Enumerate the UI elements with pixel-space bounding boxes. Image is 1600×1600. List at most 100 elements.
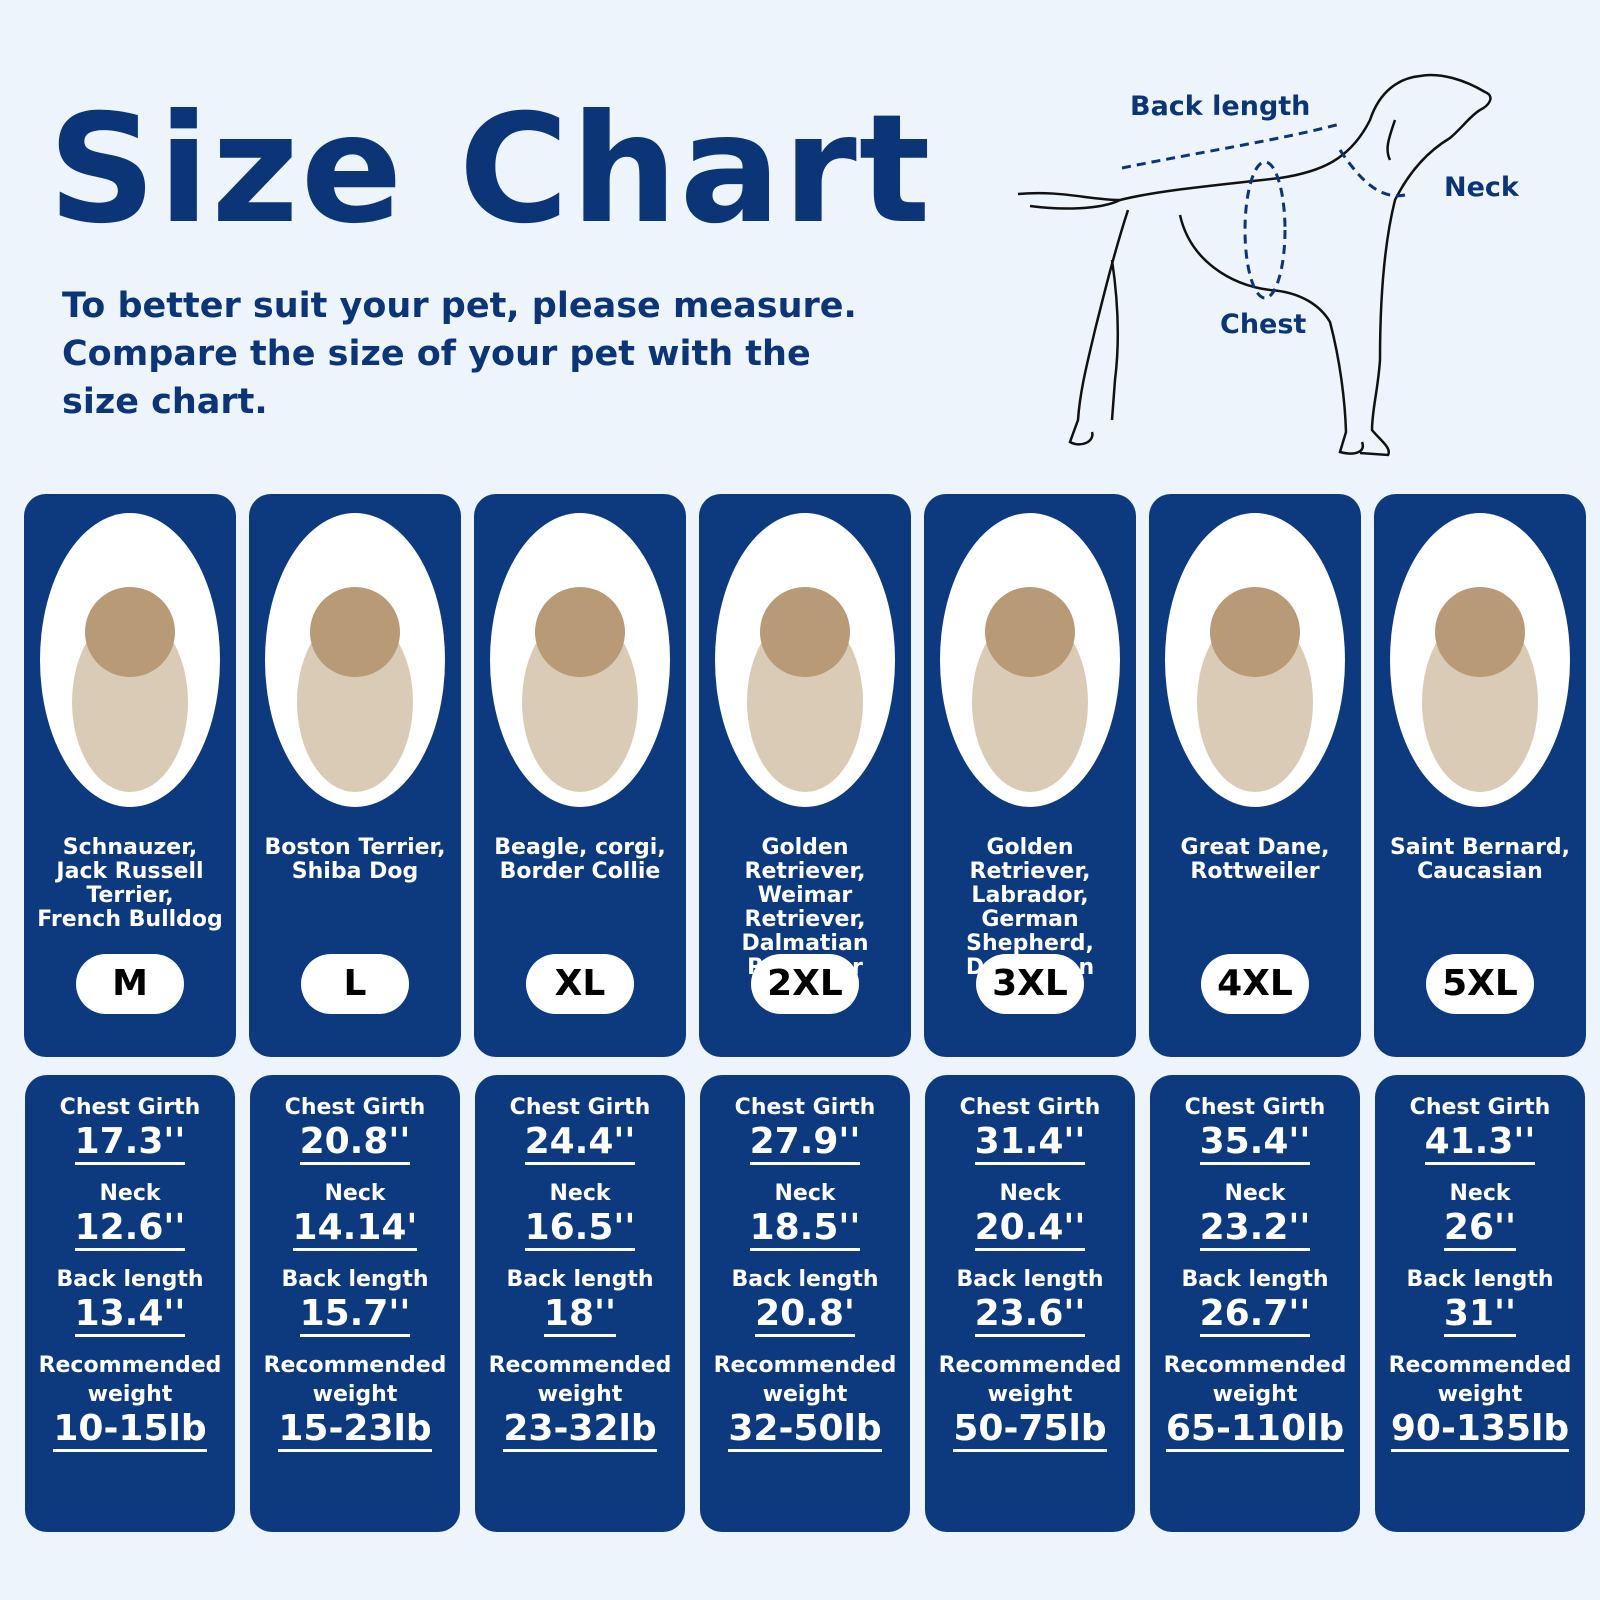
breeds: Schnauzer, Jack Russell Terrier, French Bul… — [24, 836, 236, 932]
measure-card: Chest Girth 41.3'' Neck 26'' Back length 31''… — [1375, 1075, 1585, 1532]
size-card: Beagle, corgi, Border Collie XL — [474, 494, 686, 1057]
measure-value: 16.5'' — [524, 1208, 636, 1251]
measure-value: 20.8' — [755, 1294, 855, 1337]
measure-value: 18.5'' — [749, 1208, 861, 1251]
measure-value: 20.4'' — [974, 1208, 1086, 1251]
breed-line: Schnauzer, — [62, 835, 198, 860]
measure-label: Recommended weight — [38, 1353, 222, 1407]
dog-photo — [1390, 513, 1570, 807]
breed-line: Caucasian — [1417, 859, 1543, 884]
measure-label: Recommended weight — [713, 1353, 897, 1407]
measure-value: 35.4'' — [1199, 1122, 1311, 1165]
description: To better suit your pet, please measure.… — [62, 282, 857, 426]
measure-label: Back length — [956, 1267, 1104, 1292]
measure-value: 15.7'' — [299, 1294, 411, 1337]
neck-label: Neck — [1444, 172, 1520, 203]
breed-line: Weimar Retriever, — [744, 883, 866, 932]
size-card: Boston Terrier, Shiba Dog L — [249, 494, 461, 1057]
breed-line: Shiba Dog — [291, 859, 419, 884]
breeds: Boston Terrier, Shiba Dog — [249, 836, 461, 884]
measure-value: 23.6'' — [974, 1294, 1086, 1337]
breed-line: Dalmatian — [741, 931, 869, 956]
measure-label: Recommended weight — [938, 1353, 1122, 1407]
measure-value: 31.4'' — [974, 1122, 1086, 1165]
breed-line: Terrier, — [86, 883, 174, 908]
breed-line: French Bulldog — [37, 907, 223, 932]
breed-line: Boston Terrier, — [264, 835, 446, 860]
measure-label: Back length — [1406, 1267, 1554, 1292]
size-badge: M — [76, 954, 184, 1014]
measure-value: 41.3'' — [1424, 1122, 1536, 1165]
measure-value: 12.6'' — [74, 1208, 186, 1251]
dog-outline — [1017, 73, 1492, 457]
breed-line: Great Dane, — [1180, 835, 1330, 860]
breeds: Saint Bernard, Caucasian — [1374, 836, 1586, 884]
measure-label: Back length — [281, 1267, 429, 1292]
breed-line: Beagle, corgi, — [494, 835, 666, 860]
measure-card: Chest Girth 31.4'' Neck 20.4'' Back length 23… — [925, 1075, 1135, 1532]
measure-label: Neck — [549, 1181, 611, 1206]
measure-label: Neck — [324, 1181, 386, 1206]
measure-value: 15-23lb — [278, 1409, 432, 1452]
measure-value: 23-32lb — [503, 1409, 657, 1452]
dog-photo — [40, 513, 220, 807]
size-card: Golden Retriever, Weimar Retriever, Dalmat… — [699, 494, 911, 1057]
breed-line: Border Collie — [499, 859, 661, 884]
measure-value: 50-75lb — [953, 1409, 1107, 1452]
dog-photo — [940, 513, 1120, 807]
breeds: Great Dane, Rottweiler — [1149, 836, 1361, 884]
description-line: size chart. — [62, 382, 268, 422]
measure-card: Chest Girth 20.8'' Neck 14.14' Back length 15… — [250, 1075, 460, 1532]
measure-value: 14.14' — [292, 1208, 418, 1251]
breed-line: Jack Russell — [56, 859, 204, 884]
size-badge: 2XL — [751, 954, 859, 1014]
measure-card: Chest Girth 27.9'' Neck 18.5'' Back length 20… — [700, 1075, 910, 1532]
measure-label: Chest Girth — [1184, 1095, 1326, 1120]
measure-value: 17.3'' — [74, 1122, 186, 1165]
size-badge: XL — [526, 954, 634, 1014]
measure-value: 26.7'' — [1199, 1294, 1311, 1337]
measure-label: Neck — [99, 1181, 161, 1206]
breed-line: Golden Retriever, — [969, 835, 1091, 884]
measure-label: Neck — [774, 1181, 836, 1206]
measure-label: Chest Girth — [734, 1095, 876, 1120]
measure-value: 90-135lb — [1390, 1409, 1570, 1452]
breeds: Beagle, corgi, Border Collie — [474, 836, 686, 884]
measure-label: Neck — [999, 1181, 1061, 1206]
measure-label: Neck — [1224, 1181, 1286, 1206]
dog-photo — [265, 513, 445, 807]
measure-label: Back length — [731, 1267, 879, 1292]
measure-label: Chest Girth — [959, 1095, 1101, 1120]
measure-label: Recommended weight — [1388, 1353, 1572, 1407]
measure-label: Recommended weight — [1163, 1353, 1347, 1407]
measure-label: Back length — [1181, 1267, 1329, 1292]
measure-value: 23.2'' — [1199, 1208, 1311, 1251]
measure-label: Back length — [56, 1267, 204, 1292]
dog-photo — [715, 513, 895, 807]
size-card: Golden Retriever, Labrador, German Shepher… — [924, 494, 1136, 1057]
measure-value: 26'' — [1443, 1208, 1517, 1251]
size-badge: 5XL — [1426, 954, 1534, 1014]
measure-label: Chest Girth — [1409, 1095, 1551, 1120]
measure-value: 24.4'' — [524, 1122, 636, 1165]
measure-label: Chest Girth — [59, 1095, 201, 1120]
chest-label: Chest — [1220, 309, 1306, 340]
size-badge: L — [301, 954, 409, 1014]
measure-card: Chest Girth 35.4'' Neck 23.2'' Back length 26… — [1150, 1075, 1360, 1532]
breed-line: Labrador, — [971, 883, 1089, 908]
breed-line: Saint Bernard, — [1389, 835, 1571, 860]
measure-label: Recommended weight — [263, 1353, 447, 1407]
measure-label: Recommended weight — [488, 1353, 672, 1407]
breed-line: German Shepherd, — [966, 907, 1094, 956]
measure-value: 13.4'' — [74, 1294, 186, 1337]
measure-value: 32-50lb — [728, 1409, 882, 1452]
size-card: Schnauzer, Jack Russell Terrier, French Bul… — [24, 494, 236, 1057]
back-length-label: Back length — [1130, 91, 1310, 122]
dog-photo — [1165, 513, 1345, 807]
measure-value: 18'' — [543, 1294, 617, 1337]
measure-lines — [1121, 122, 1406, 300]
title: Size Chart — [48, 83, 933, 257]
dog-diagram: Back length Neck Chest — [1017, 73, 1520, 457]
description-line: Compare the size of your pet with the — [62, 334, 811, 374]
